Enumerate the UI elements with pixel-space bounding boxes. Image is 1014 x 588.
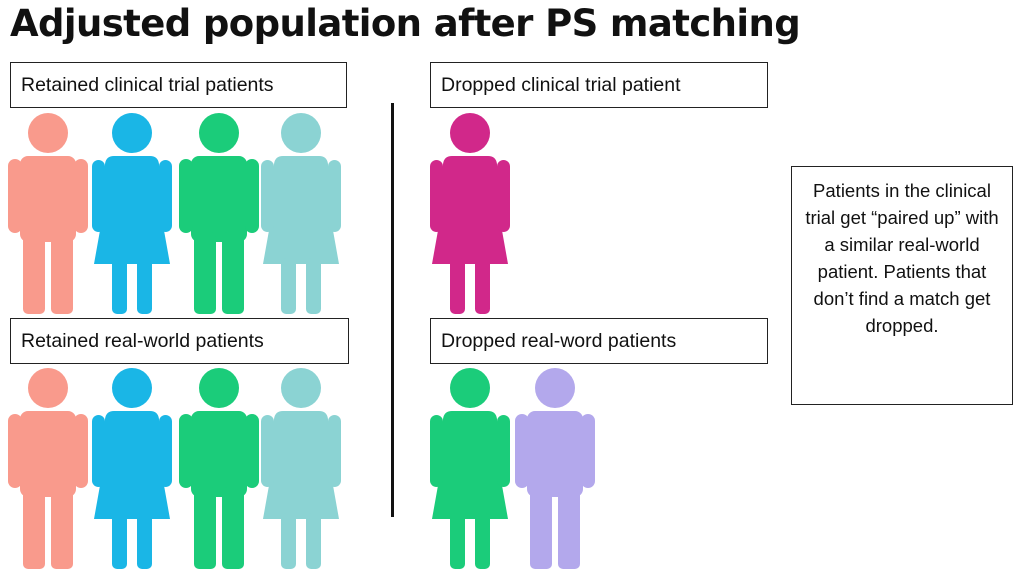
label-retained-real: Retained real-world patients [10, 318, 349, 364]
label-dropped-real: Dropped real-word patients [430, 318, 768, 364]
info-box: Patients in the clinical trial get “pair… [791, 166, 1013, 405]
male-figure-icon [515, 368, 595, 569]
male-figure-icon [8, 113, 88, 314]
page-title: Adjusted population after PS matching [10, 2, 801, 45]
female-figure-icon [92, 368, 172, 569]
female-figure-icon [430, 113, 510, 314]
male-figure-icon [179, 368, 259, 569]
female-figure-icon [430, 368, 510, 569]
female-figure-icon [261, 368, 341, 569]
male-figure-icon [8, 368, 88, 569]
female-figure-icon [261, 113, 341, 314]
female-figure-icon [92, 113, 172, 314]
group-divider [391, 103, 394, 517]
label-retained-trial: Retained clinical trial patients [10, 62, 347, 108]
label-dropped-trial: Dropped clinical trial patient [430, 62, 768, 108]
male-figure-icon [179, 113, 259, 314]
